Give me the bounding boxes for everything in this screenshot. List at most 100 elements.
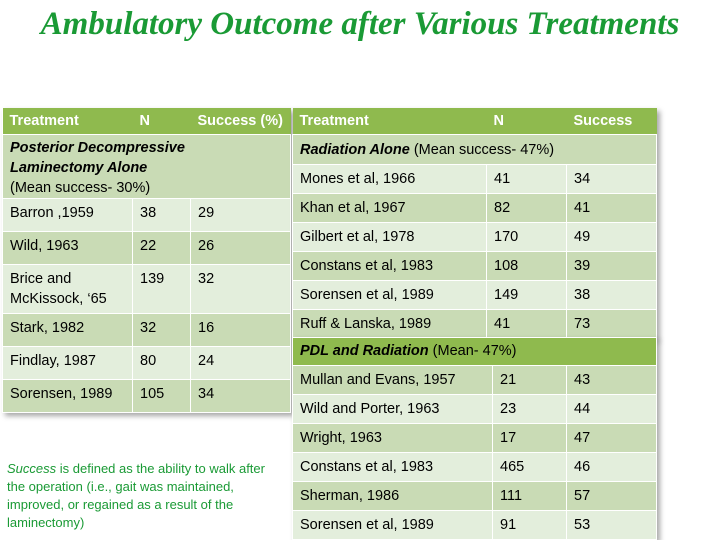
cell-n: 465 (492, 452, 567, 482)
table-row: Constans et al, 1983 465 46 (292, 452, 658, 482)
cell-success: 39 (566, 251, 657, 281)
cell-n: 41 (486, 164, 567, 194)
cell-success: 34 (190, 379, 291, 413)
cell-n: 149 (486, 280, 567, 310)
section-row: Posterior Decompressive Laminectomy Alon… (2, 134, 291, 199)
note-text: is defined as the ability to walk after … (7, 461, 265, 530)
cell-n: 105 (132, 379, 191, 413)
note-term: Success (7, 461, 57, 476)
table-row: Sorensen et al, 1989 149 38 (292, 280, 657, 310)
section-title: Radiation Alone (300, 142, 410, 158)
section-row: PDL and Radiation (Mean- 47%) (291, 337, 658, 366)
section-subtitle: (Mean success- 30%) (10, 180, 151, 196)
cell-n: 170 (486, 222, 567, 252)
cell-treatment: Brice and McKissock, ‘65 (2, 264, 133, 314)
cell-n: 23 (492, 394, 567, 424)
cell-treatment: Constans et al, 1983 (292, 251, 487, 281)
cell-success: 53 (565, 510, 658, 540)
cell-n: 91 (492, 510, 567, 540)
table-row: Mones et al, 1966 41 34 (292, 164, 657, 194)
section-subtitle: (Mean success- 47%) (409, 142, 555, 158)
section-cell: Radiation Alone (Mean success- 47%) (292, 134, 657, 165)
table-row: Mullan and Evans, 1957 21 43 (292, 365, 658, 395)
cell-success: 16 (190, 313, 291, 347)
cell-treatment: Wild and Porter, 1963 (292, 394, 493, 424)
cell-treatment: Sorensen et al, 1989 (292, 510, 493, 540)
cell-success: 73 (566, 309, 657, 339)
header-n: N (132, 108, 191, 135)
cell-n: 139 (132, 264, 191, 314)
header-success: Success (566, 108, 657, 135)
cell-success: 49 (566, 222, 657, 252)
laminectomy-table: Treatment N Success (%) Posterior Decomp… (2, 108, 291, 413)
cell-treatment: Khan et al, 1967 (292, 193, 487, 223)
cell-treatment: Mullan and Evans, 1957 (292, 365, 493, 395)
cell-n: 32 (132, 313, 191, 347)
section-title-line2: Laminectomy Alone (10, 160, 148, 176)
table-row: Barron ,1959 38 29 (2, 198, 291, 232)
cell-success: 38 (566, 280, 657, 310)
section-title: PDL and Radiation (300, 343, 429, 359)
table-row: Wild, 1963 22 26 (2, 231, 291, 265)
table-header-row: Treatment N Success (%) (2, 108, 291, 135)
cell-success: 29 (190, 198, 291, 232)
cell-treatment: Sorensen, 1989 (2, 379, 133, 413)
section-title-line1: Posterior Decompressive (10, 140, 185, 156)
cell-success: 47 (565, 423, 658, 453)
header-treatment: Treatment (2, 108, 133, 135)
cell-treatment: Ruff & Lanska, 1989 (292, 309, 487, 339)
cell-n: 21 (492, 365, 567, 395)
header-success: Success (%) (190, 108, 291, 135)
cell-n: 82 (486, 193, 567, 223)
cell-success: 26 (190, 231, 291, 265)
cell-success: 34 (566, 164, 657, 194)
section-cell: Posterior Decompressive Laminectomy Alon… (2, 134, 291, 199)
table-row: Sherman, 1986 111 57 (292, 481, 658, 511)
cell-treatment: Wright, 1963 (292, 423, 493, 453)
table-header-row: Treatment N Success (292, 108, 657, 135)
pdl-radiation-table: PDL and Radiation (Mean- 47%) Mullan and… (291, 337, 658, 540)
table-row: Sorensen, 1989 105 34 (2, 379, 291, 413)
table-row: Gilbert et al, 1978 170 49 (292, 222, 657, 252)
table-row: Constans et al, 1983 108 39 (292, 251, 657, 281)
header-treatment: Treatment (292, 108, 487, 135)
cell-success: 44 (565, 394, 658, 424)
cell-n: 41 (486, 309, 567, 339)
cell-success: 24 (190, 346, 291, 380)
cell-n: 38 (132, 198, 191, 232)
table-row: Brice and McKissock, ‘65 139 32 (2, 264, 291, 314)
slide-title: Ambulatory Outcome after Various Treatme… (40, 6, 680, 42)
success-definition-note: Success is defined as the ability to wal… (7, 460, 279, 532)
table-row: Sorensen et al, 1989 91 53 (292, 510, 658, 540)
cell-n: 17 (492, 423, 567, 453)
cell-n: 108 (486, 251, 567, 281)
section-subtitle: (Mean- 47%) (428, 343, 517, 359)
table-row: Wild and Porter, 1963 23 44 (292, 394, 658, 424)
cell-success: 41 (566, 193, 657, 223)
table-row: Wright, 1963 17 47 (292, 423, 658, 453)
radiation-table: Treatment N Success Radiation Alone (Mea… (292, 108, 657, 339)
table-row: Ruff & Lanska, 1989 41 73 (292, 309, 657, 339)
cell-treatment: Stark, 1982 (2, 313, 133, 347)
cell-success: 57 (565, 481, 658, 511)
cell-treatment: Barron ,1959 (2, 198, 133, 232)
section-row: Radiation Alone (Mean success- 47%) (292, 134, 657, 165)
cell-success: 46 (565, 452, 658, 482)
cell-success: 32 (190, 264, 291, 314)
cell-n: 22 (132, 231, 191, 265)
cell-treatment: Sorensen et al, 1989 (292, 280, 487, 310)
section-cell: PDL and Radiation (Mean- 47%) (291, 337, 658, 366)
table-row: Findlay, 1987 80 24 (2, 346, 291, 380)
cell-n: 111 (492, 481, 567, 511)
table-row: Stark, 1982 32 16 (2, 313, 291, 347)
cell-treatment: Sherman, 1986 (292, 481, 493, 511)
cell-treatment: Wild, 1963 (2, 231, 133, 265)
cell-success: 43 (565, 365, 658, 395)
table-row: Khan et al, 1967 82 41 (292, 193, 657, 223)
cell-treatment: Constans et al, 1983 (292, 452, 493, 482)
cell-treatment: Mones et al, 1966 (292, 164, 487, 194)
cell-treatment: Findlay, 1987 (2, 346, 133, 380)
cell-n: 80 (132, 346, 191, 380)
cell-treatment: Gilbert et al, 1978 (292, 222, 487, 252)
header-n: N (486, 108, 567, 135)
